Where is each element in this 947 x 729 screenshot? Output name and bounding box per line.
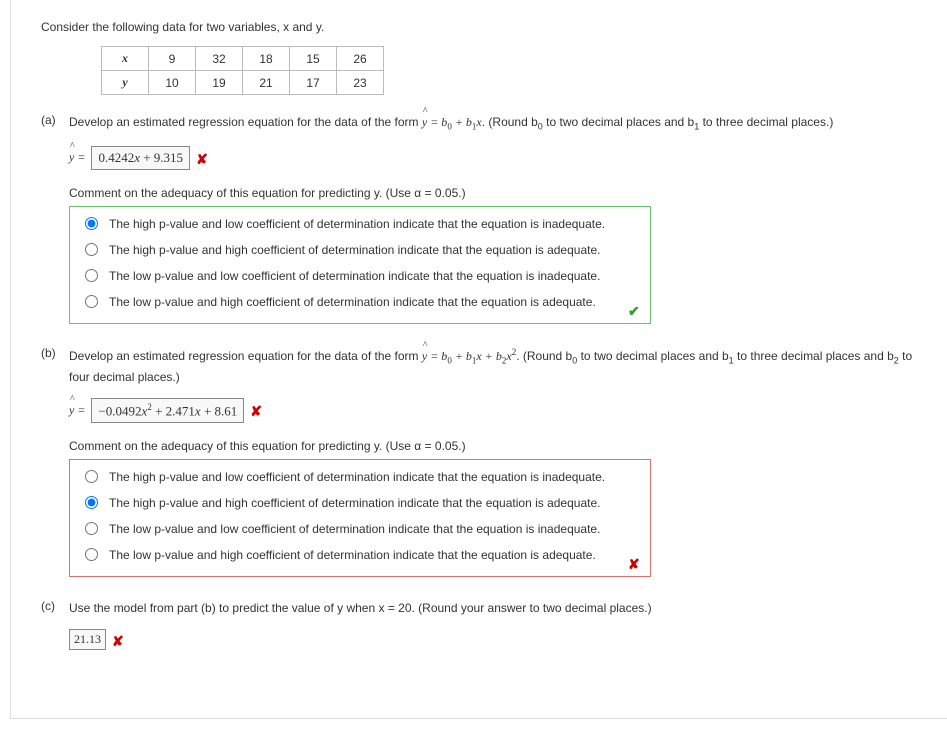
radio-option[interactable]: The high p-value and low coefficient of … — [80, 468, 640, 486]
cell: 10 — [149, 71, 196, 95]
radio-option[interactable]: The low p-value and high coefficient of … — [80, 546, 640, 564]
radio-input[interactable] — [85, 269, 98, 282]
part-a-comment: Comment on the adequacy of this equation… — [69, 186, 926, 200]
radio-option[interactable]: The low p-value and low coefficient of d… — [80, 267, 640, 285]
part-a-answer-line: y = 0.4242x + 9.315 — [69, 146, 926, 170]
radio-label: The high p-value and low coefficient of … — [109, 215, 605, 233]
radio-option[interactable]: The high p-value and low coefficient of … — [80, 215, 640, 233]
part-b-label: (b) — [41, 346, 69, 577]
cell: 18 — [243, 47, 290, 71]
radio-option[interactable]: The low p-value and low coefficient of d… — [80, 520, 640, 538]
radio-input[interactable] — [85, 522, 98, 535]
part-b: (b) Develop an estimated regression equa… — [41, 346, 926, 577]
cell: 15 — [290, 47, 337, 71]
part-b-comment: Comment on the adequacy of this equation… — [69, 439, 926, 453]
radio-input[interactable] — [85, 295, 98, 308]
radio-label: The low p-value and low coefficient of d… — [109, 520, 600, 538]
cross-icon — [196, 151, 210, 165]
radio-input[interactable] — [85, 496, 98, 509]
part-b-radio-group: The high p-value and low coefficient of … — [69, 459, 651, 577]
cell: 32 — [196, 47, 243, 71]
cell: 21 — [243, 71, 290, 95]
table-row: y 10 19 21 17 23 — [102, 71, 384, 95]
part-a: (a) Develop an estimated regression equa… — [41, 113, 926, 324]
part-b-answer-input[interactable]: −0.0492x2 + 2.471x + 8.61 — [91, 398, 244, 423]
yhat-label: y = — [69, 150, 85, 165]
part-a-question: Develop an estimated regression equation… — [69, 113, 926, 134]
radio-input[interactable] — [85, 217, 98, 230]
part-c-question: Use the model from part (b) to predict t… — [69, 599, 926, 617]
cell: 9 — [149, 47, 196, 71]
radio-option[interactable]: The high p-value and high coefficient of… — [80, 241, 640, 259]
radio-input[interactable] — [85, 548, 98, 561]
radio-label: The low p-value and high coefficient of … — [109, 293, 596, 311]
radio-label: The high p-value and high coefficient of… — [109, 241, 600, 259]
part-c-label: (c) — [41, 599, 69, 666]
part-b-answer-line: y = −0.0492x2 + 2.471x + 8.61 — [69, 398, 926, 423]
radio-label: The high p-value and high coefficient of… — [109, 494, 600, 512]
radio-input[interactable] — [85, 470, 98, 483]
cross-icon — [112, 633, 126, 647]
part-c: (c) Use the model from part (b) to predi… — [41, 599, 926, 666]
part-a-answer-input[interactable]: 0.4242x + 9.315 — [91, 146, 190, 170]
question-container: Consider the following data for two vari… — [10, 0, 947, 719]
cell: 19 — [196, 71, 243, 95]
table-row: x 9 32 18 15 26 — [102, 47, 384, 71]
part-b-question: Develop an estimated regression equation… — [69, 346, 926, 386]
cell: 17 — [290, 71, 337, 95]
cross-icon — [250, 403, 264, 417]
radio-label: The low p-value and low coefficient of d… — [109, 267, 600, 285]
part-a-label: (a) — [41, 113, 69, 324]
cross-icon — [628, 556, 642, 570]
check-icon — [628, 303, 642, 317]
radio-input[interactable] — [85, 243, 98, 256]
yhat-label: y = — [69, 403, 85, 418]
radio-option[interactable]: The low p-value and high coefficient of … — [80, 293, 640, 311]
intro-text: Consider the following data for two vari… — [41, 20, 926, 34]
cell: 26 — [337, 47, 384, 71]
row-header-y: y — [102, 71, 149, 95]
row-header-x: x — [102, 47, 149, 71]
data-table: x 9 32 18 15 26 y 10 19 21 17 23 — [101, 46, 384, 95]
radio-label: The low p-value and high coefficient of … — [109, 546, 596, 564]
part-a-radio-group: The high p-value and low coefficient of … — [69, 206, 651, 324]
radio-option[interactable]: The high p-value and high coefficient of… — [80, 494, 640, 512]
radio-label: The high p-value and low coefficient of … — [109, 468, 605, 486]
cell: 23 — [337, 71, 384, 95]
